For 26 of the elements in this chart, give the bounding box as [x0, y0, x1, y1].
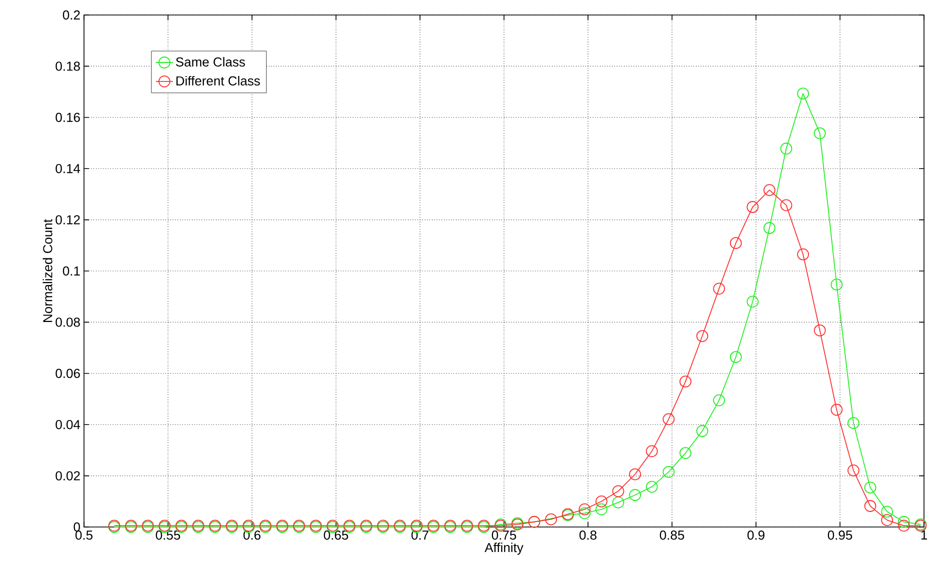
x-axis-title: Affinity [484, 542, 524, 555]
y-tick-label: 0.16 [56, 112, 80, 122]
x-tick-label: 0.5 [75, 530, 92, 540]
y-tick-label: 0.04 [56, 420, 80, 430]
y-tick-label: 0.12 [56, 215, 80, 224]
y-tick-label: 0.14 [56, 164, 80, 174]
y-tick-label: 0.1 [62, 266, 80, 276]
x-tick-label: 0.55 [156, 530, 180, 540]
y-tick-label: 0.02 [56, 471, 80, 480]
x-tick-label: 1 [921, 530, 927, 540]
y-tick-label: 0.06 [56, 368, 80, 378]
x-tick-label: 0.6 [243, 530, 260, 540]
x-tick-label: 0.95 [828, 530, 852, 540]
x-tick-label: 0.65 [324, 530, 348, 540]
y-tick-label: 0.2 [62, 10, 80, 20]
x-tick-label: 0.85 [660, 530, 684, 540]
y-tick-label: 0.08 [56, 318, 80, 327]
x-tick-label: 0.75 [492, 530, 516, 540]
legend-label: Same Class [176, 57, 245, 67]
x-tick-label: 0.7 [411, 530, 428, 540]
legend-label: Different Class [176, 76, 260, 86]
y-tick-label: 0 [74, 522, 80, 532]
x-tick-label: 0.8 [579, 530, 596, 540]
y-tick-label: 0.18 [56, 62, 80, 71]
x-tick-label: 0.9 [747, 530, 764, 540]
y-axis-title: Normalized Count [42, 219, 52, 322]
